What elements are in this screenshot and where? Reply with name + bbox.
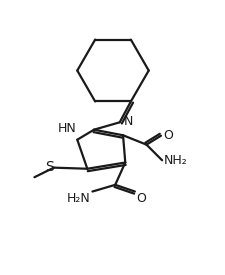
Text: O: O: [162, 129, 172, 142]
Text: N: N: [123, 115, 133, 128]
Text: S: S: [45, 160, 54, 174]
Text: H₂N: H₂N: [67, 192, 90, 205]
Text: HN: HN: [57, 122, 76, 135]
Text: O: O: [136, 192, 146, 205]
Text: NH₂: NH₂: [163, 154, 187, 167]
